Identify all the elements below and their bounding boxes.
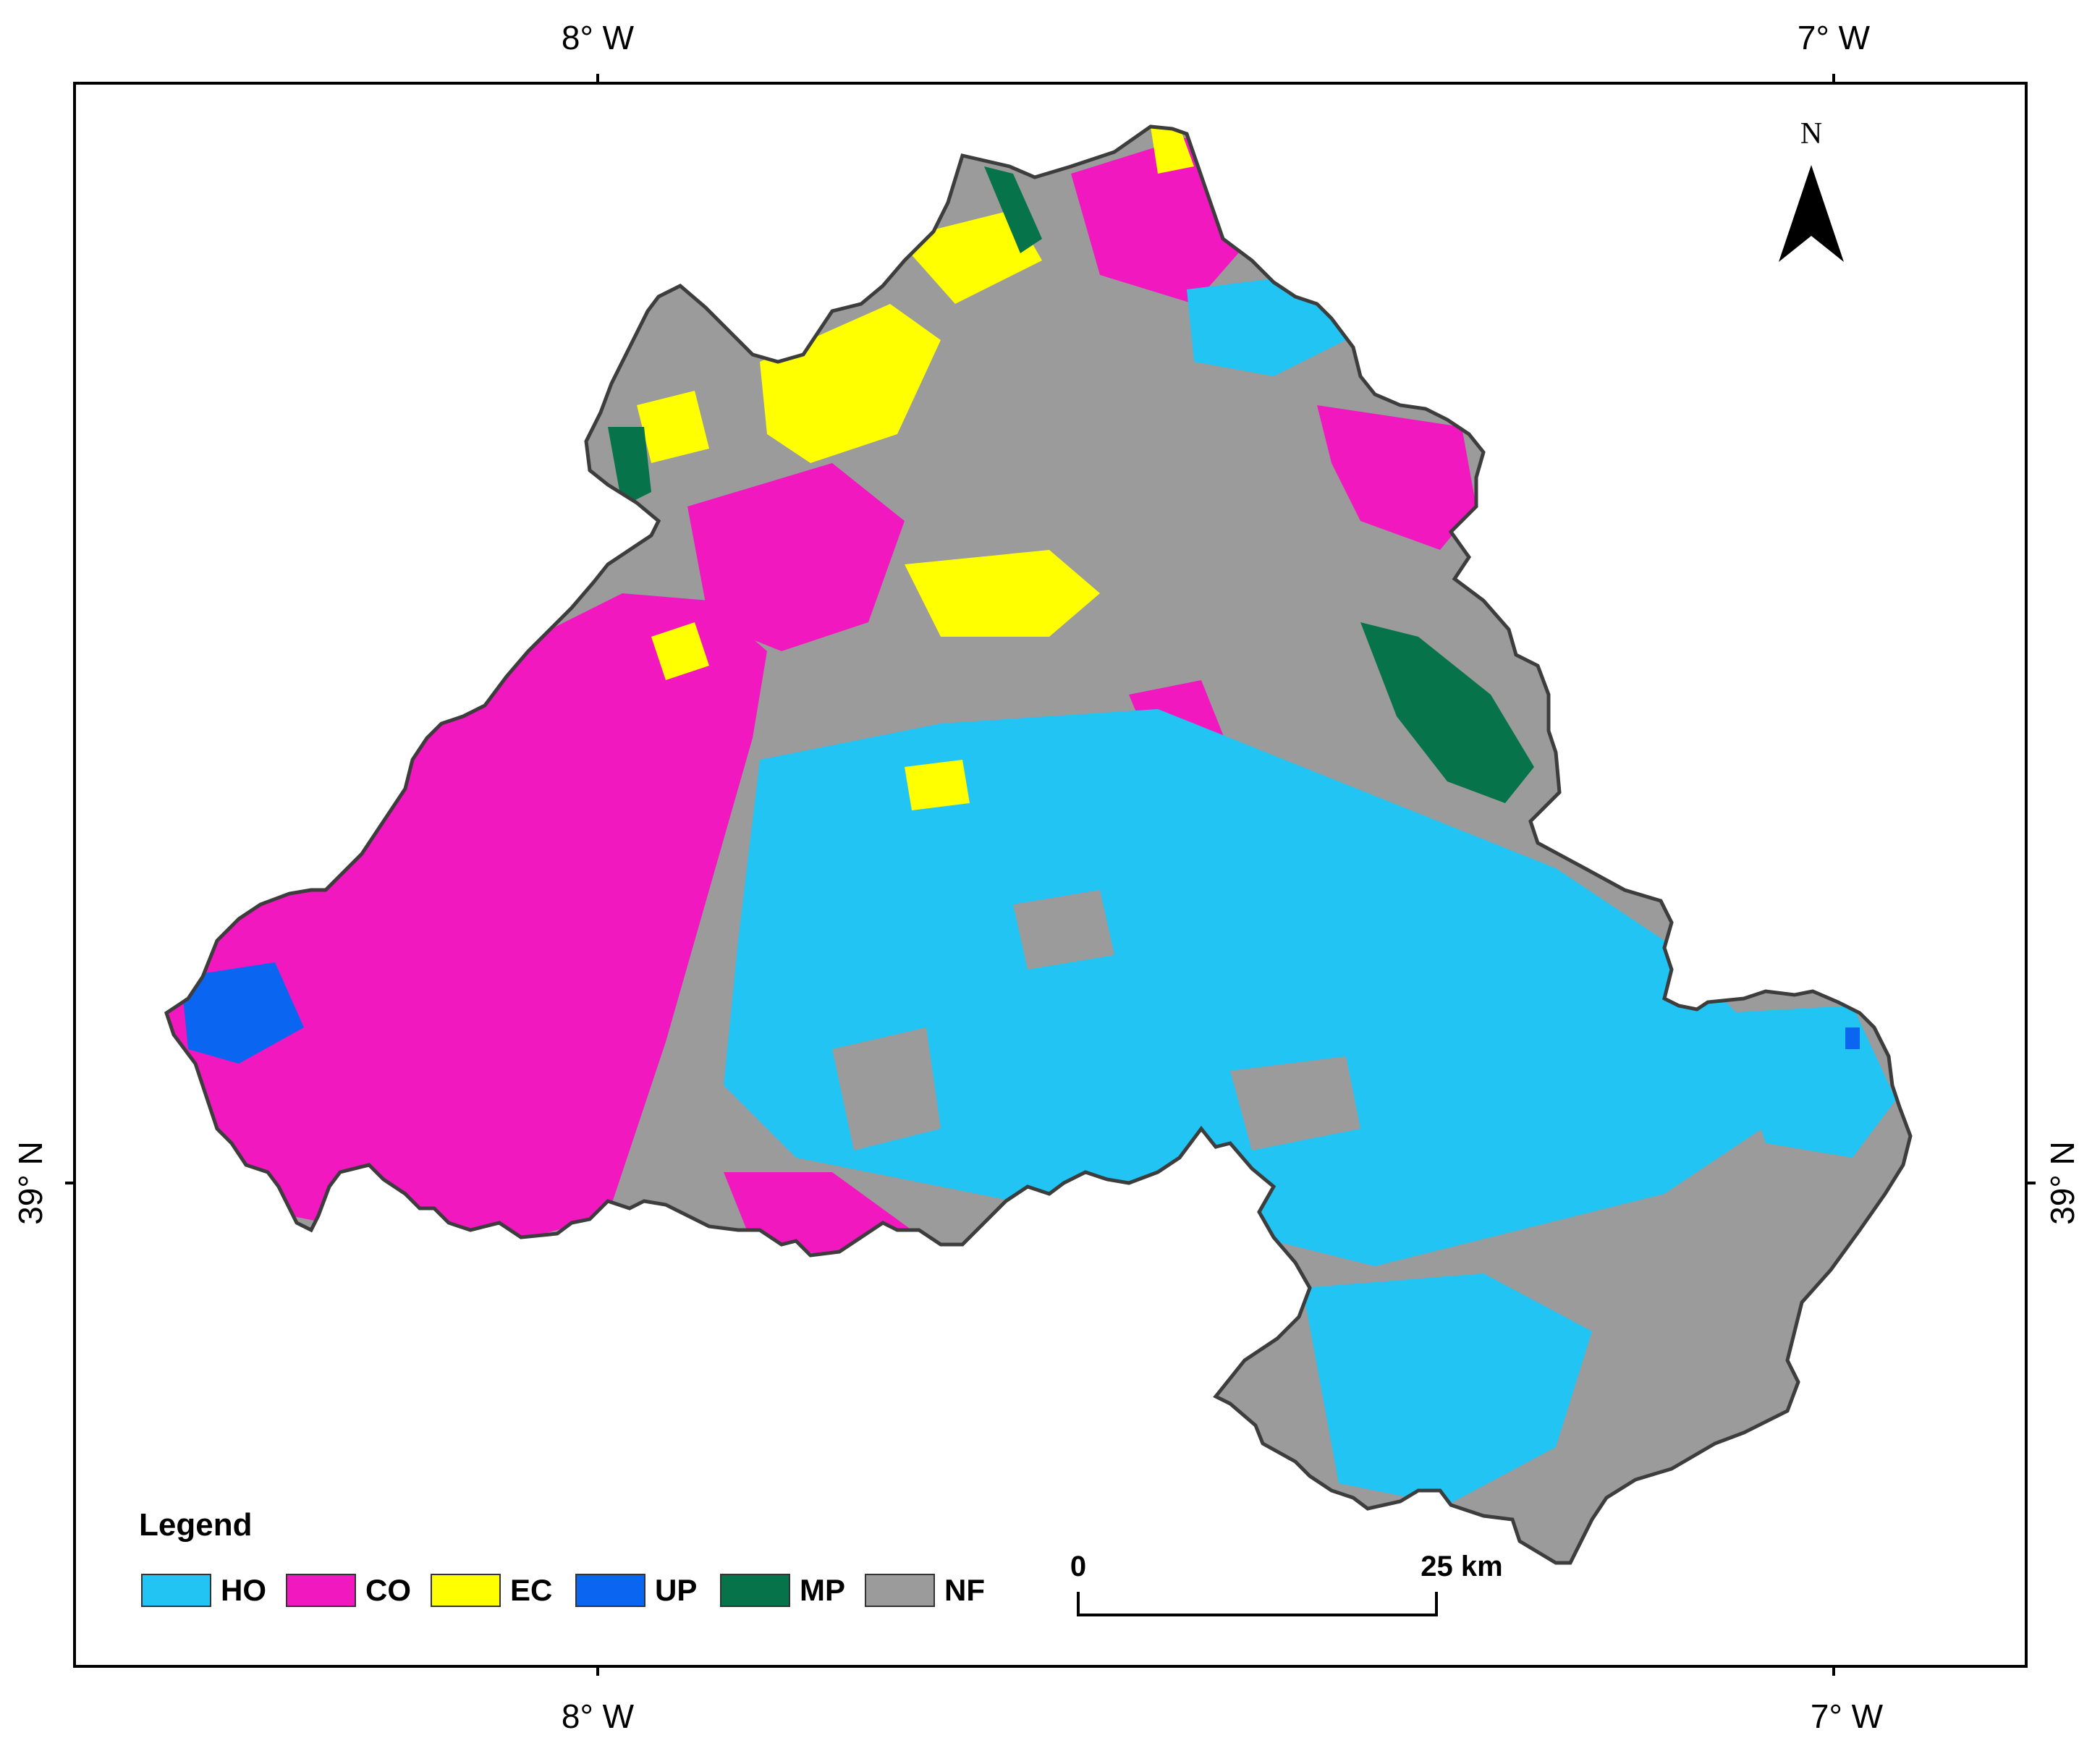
- scale-start-label: 0: [1070, 1551, 1086, 1582]
- legend-label-co: CO: [365, 1573, 411, 1607]
- legend-title: Legend: [139, 1507, 252, 1543]
- class-area-mp-northwest: [608, 427, 651, 506]
- bottom-longitude-label-7w: 7° W: [1811, 1697, 1884, 1735]
- legend-swatch-ec: [431, 1574, 501, 1607]
- legend: Legend HO CO EC UP MP NF: [139, 1507, 985, 1607]
- class-area-nf-patch: [832, 1027, 941, 1150]
- class-area-ec-center: [905, 550, 1100, 637]
- scale-bar: 0 25 km: [1070, 1551, 1503, 1616]
- legend-label-ec: EC: [510, 1573, 552, 1607]
- top-longitude-label-8w: 8° W: [562, 19, 635, 56]
- scale-end-label: 25 km: [1421, 1551, 1502, 1582]
- left-latitude-label-39n: 39° N: [12, 1141, 49, 1225]
- legend-swatch-mp: [720, 1574, 790, 1607]
- class-area-ec-patch-2: [905, 760, 970, 810]
- class-area-co-northeast: [1317, 405, 1476, 550]
- class-area-ec-patch-3: [1151, 127, 1194, 174]
- north-arrow-icon: [1779, 165, 1844, 262]
- class-area-nf-patch-4: [1013, 890, 1114, 970]
- class-area-mp-north: [984, 166, 1042, 253]
- class-area-co-central: [687, 463, 905, 651]
- class-area-ho-central: [724, 709, 1773, 1266]
- right-latitude-label-39n: 39° N: [2044, 1141, 2081, 1225]
- class-area-nf-patch-2: [1230, 1056, 1360, 1150]
- class-area-nf-patch-3: [1664, 1172, 1809, 1375]
- class-area-ec-patch: [637, 391, 709, 463]
- class-area-up-patch-2: [1845, 1027, 1860, 1049]
- top-longitude-label-7w: 7° W: [1798, 19, 1871, 56]
- class-area-up-patch: [340, 1179, 384, 1230]
- bottom-longitude-label-8w: 8° W: [562, 1697, 635, 1735]
- class-area-mp-east: [1360, 622, 1534, 803]
- legend-swatch-co: [286, 1574, 356, 1607]
- legend-swatch-nf: [865, 1574, 935, 1607]
- legend-label-ho: HO: [221, 1573, 266, 1607]
- legend-swatch-up: [575, 1574, 645, 1607]
- graticule-ticks: [65, 74, 2036, 1676]
- study-region: [164, 124, 1913, 1565]
- study-region-boundary: [164, 124, 1913, 1565]
- class-area-ec-patch-4: [651, 622, 709, 680]
- class-area-up-west: [181, 962, 304, 1064]
- legend-label-nf: NF: [944, 1573, 985, 1607]
- map-frame: [73, 82, 2028, 1668]
- north-label: N: [1800, 117, 1822, 150]
- scale-bar-line: [1077, 1592, 1438, 1616]
- legend-label-mp: MP: [800, 1573, 845, 1607]
- legend-label-up: UP: [655, 1573, 697, 1607]
- legend-items: HO CO EC UP MP NF: [141, 1573, 985, 1607]
- north-arrow: N: [1779, 117, 1844, 262]
- class-area-ho-south: [1303, 1273, 1592, 1505]
- legend-swatch-ho: [141, 1574, 211, 1607]
